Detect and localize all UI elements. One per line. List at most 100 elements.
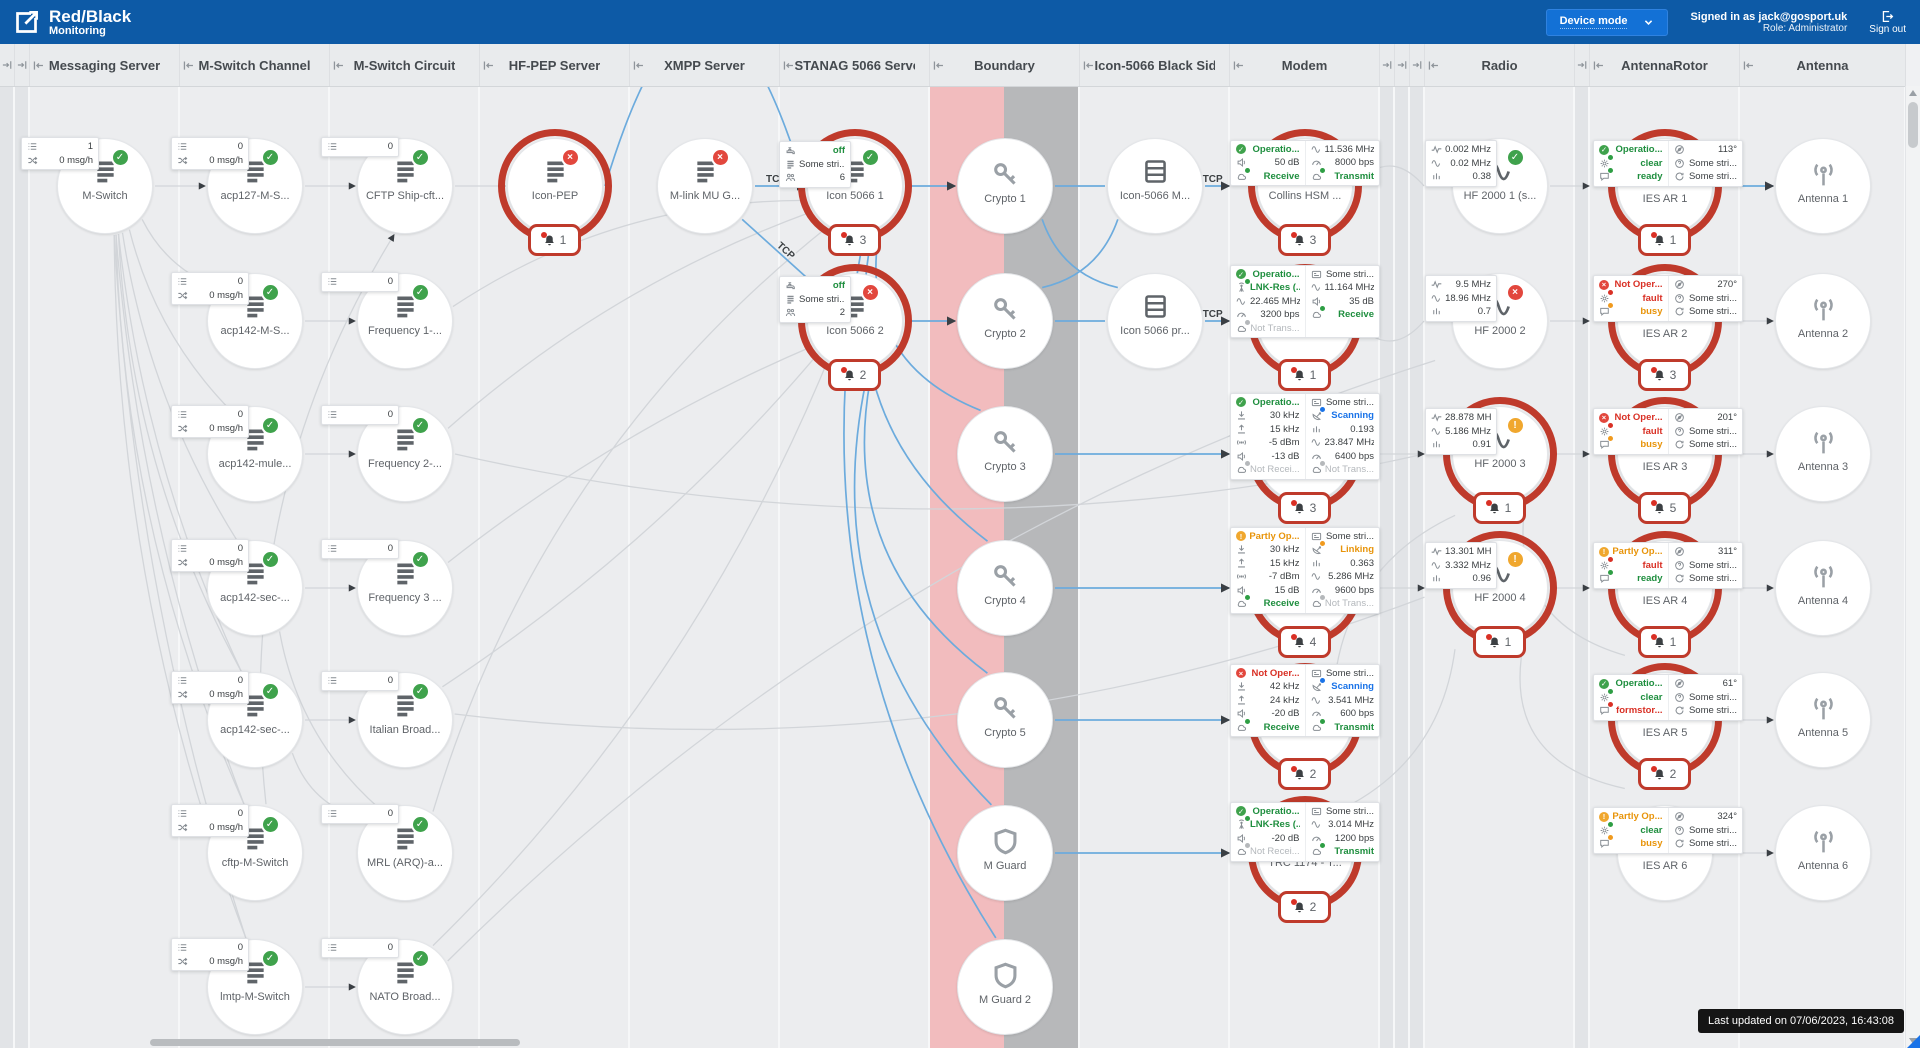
node-mlink[interactable]: × M-link MU G... [657, 138, 753, 234]
card-row: busy [1594, 436, 1668, 452]
collapse-column-icon[interactable] [182, 59, 195, 72]
alarm-badge-ar2[interactable]: 3 [1638, 359, 1691, 391]
node-ch7[interactable]: ✓ lmtp-M-Switch [207, 939, 303, 1035]
list-icon [177, 276, 188, 287]
card-row: 15 kHz [1231, 557, 1305, 571]
node-cr4[interactable]: Crypto 4 [957, 540, 1053, 636]
alarm-badge-hf4[interactable]: 1 [1473, 626, 1526, 658]
slider-icon [1431, 439, 1442, 450]
node-label: Antenna 4 [1797, 595, 1849, 607]
node-cir6[interactable]: ✓ MRL (ARQ)-a... [357, 805, 453, 901]
alarm-count: 1 [1309, 368, 1317, 382]
alarm-badge-s1[interactable]: 3 [828, 224, 881, 256]
alarm-badge-ar5[interactable]: 2 [1638, 758, 1691, 790]
alarm-badge-ar4[interactable]: 1 [1638, 626, 1691, 658]
column-header-collapsed-d [1395, 44, 1410, 86]
expand-column-icon[interactable] [1411, 59, 1423, 71]
expand-column-icon[interactable] [1, 59, 13, 71]
node-cir1[interactable]: ✓ CFTP Ship-cft... [357, 138, 453, 234]
card-row: 3.332 MHz [1426, 559, 1496, 573]
collapse-column-icon[interactable] [1592, 59, 1605, 72]
card-row: 28.878 MHz [1426, 411, 1496, 425]
alarm-badge-md4[interactable]: 4 [1278, 626, 1331, 658]
collapse-column-icon[interactable] [632, 59, 645, 72]
collapse-column-icon[interactable] [782, 59, 795, 72]
horizontal-scroll-thumb[interactable] [150, 1039, 520, 1046]
column-title: Messaging Server [48, 57, 161, 73]
node-ch6[interactable]: ✓ cftp-M-Switch [207, 805, 303, 901]
vertical-scrollbar[interactable] [1905, 86, 1920, 1048]
db-icon [1141, 157, 1170, 186]
expand-column-icon[interactable] [16, 59, 28, 71]
node-mg[interactable]: M Guard [957, 805, 1053, 901]
status-card-cir2: 0 [321, 272, 399, 292]
cloud-icon [1311, 846, 1322, 857]
device-mode-dropdown[interactable]: Device mode [1545, 8, 1669, 36]
card-value: 5.286 MHz [1328, 571, 1374, 583]
collapse-column-icon[interactable] [332, 59, 345, 72]
edge-cr1-bs2 [1041, 219, 1118, 289]
node-mg2[interactable]: M Guard 2 [957, 939, 1053, 1035]
alarm-badge-hf3[interactable]: 1 [1473, 492, 1526, 524]
alarm-badge-md2[interactable]: 1 [1278, 359, 1331, 391]
node-label: Crypto 4 [984, 595, 1026, 607]
node-cr2[interactable]: Crypto 2 [957, 273, 1053, 369]
node-label: IES AR 1 [1642, 193, 1688, 205]
column-title: Modem [1281, 57, 1328, 73]
list-icon [327, 543, 338, 554]
card-value: -20 dB [1271, 708, 1300, 720]
alarm-count: 1 [1504, 635, 1512, 649]
collapse-column-icon[interactable] [932, 59, 945, 72]
node-ant4[interactable]: Antenna 4 [1775, 540, 1871, 636]
node-ant1[interactable]: Antenna 1 [1775, 138, 1871, 234]
volume-icon [1236, 833, 1247, 844]
users-icon [785, 307, 796, 318]
card-icon [1311, 269, 1322, 280]
alarm-badge-ar3[interactable]: 5 [1638, 492, 1691, 524]
card-value: 0 [237, 808, 243, 820]
node-bs2[interactable]: Icon 5066 pr... [1107, 273, 1203, 369]
alarm-badge-s2[interactable]: 2 [828, 359, 881, 391]
collapse-column-icon[interactable] [1082, 59, 1095, 72]
card-row: Some stri... [1669, 704, 1743, 718]
expand-column-icon[interactable] [1381, 59, 1393, 71]
expand-column-icon[interactable] [1396, 59, 1408, 71]
collapse-column-icon[interactable] [1427, 59, 1440, 72]
collapse-column-icon[interactable] [1232, 59, 1245, 72]
expand-column-icon[interactable] [1576, 59, 1588, 71]
node-cr1[interactable]: Crypto 1 [957, 138, 1053, 234]
node-ant5[interactable]: Antenna 5 [1775, 672, 1871, 768]
card-value: 5.186 MHz [1445, 425, 1491, 437]
node-label: Collins HSM ... [1268, 190, 1342, 202]
node-ant2[interactable]: Antenna 2 [1775, 273, 1871, 369]
collapse-column-icon[interactable] [1742, 59, 1755, 72]
column-header-messaging: Messaging Server [30, 44, 180, 86]
node-bs1[interactable]: Icon-5066 M... [1107, 138, 1203, 234]
column-title: Antenna [1796, 57, 1849, 73]
alarm-badge-pep[interactable]: 1 [528, 224, 581, 256]
pulse-icon [1431, 144, 1442, 155]
node-cr3[interactable]: Crypto 3 [957, 406, 1053, 502]
vertical-scroll-thumb[interactable] [1908, 102, 1918, 148]
scroll-up-arrow[interactable] [1909, 90, 1917, 96]
node-cr5[interactable]: Crypto 5 [957, 672, 1053, 768]
alarm-badge-md3[interactable]: 3 [1278, 492, 1331, 524]
card-value: Transmit [1334, 721, 1374, 733]
card-row: Not Trans... [1306, 461, 1380, 477]
key-icon [991, 428, 1020, 457]
node-ant6[interactable]: Antenna 6 [1775, 805, 1871, 901]
bell-icon [1293, 234, 1306, 247]
card-value: 6 [839, 172, 845, 184]
node-pep[interactable]: × Icon-PEP [498, 129, 612, 243]
collapse-column-icon[interactable] [482, 59, 495, 72]
alarm-badge-md1[interactable]: 3 [1278, 224, 1331, 256]
card-value: 3.541 MHz [1328, 694, 1374, 706]
node-ant3[interactable]: Antenna 3 [1775, 406, 1871, 502]
sign-out-button[interactable]: Sign out [1869, 10, 1906, 35]
alarm-badge-md6[interactable]: 2 [1278, 891, 1331, 923]
alarm-badge-ar1[interactable]: 1 [1638, 224, 1691, 256]
alarm-badge-md5[interactable]: 2 [1278, 758, 1331, 790]
collapse-column-icon[interactable] [32, 59, 45, 72]
